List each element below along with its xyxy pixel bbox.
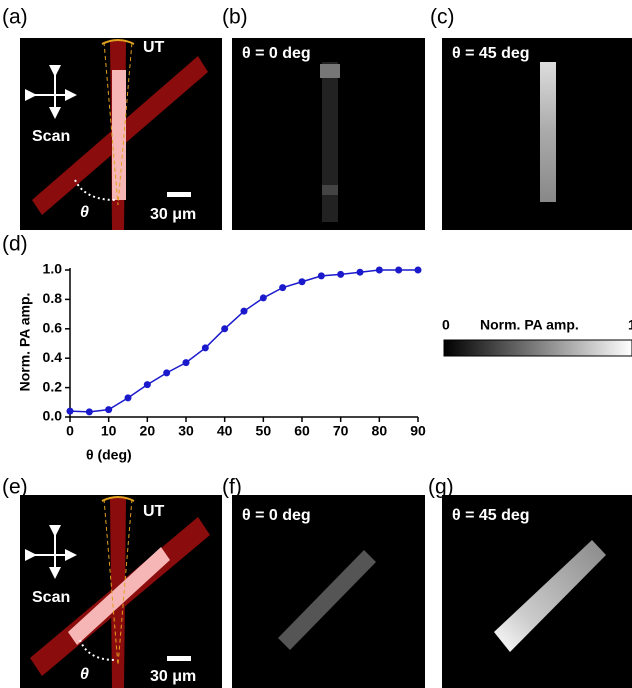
y-tick-label: 0.0 [43, 408, 63, 424]
data-point [240, 307, 248, 315]
data-point [182, 359, 190, 367]
scale-bar [167, 192, 191, 197]
schematic-e: UT Scan θ 30 μm [20, 495, 222, 688]
image-f: θ = 0 deg [232, 495, 425, 688]
rod-end [320, 64, 340, 78]
rod [322, 62, 338, 222]
data-point [124, 394, 132, 402]
y-tick-label: 1.0 [43, 261, 63, 277]
scale-label: 30 μm [150, 206, 196, 223]
x-tick-label: 80 [372, 423, 388, 439]
data-point [414, 266, 422, 274]
rod-end [322, 185, 338, 195]
image-title: θ = 0 deg [242, 45, 311, 62]
ut-label: UT [143, 39, 165, 56]
background [442, 495, 632, 688]
rod [540, 62, 556, 202]
image-title: θ = 45 deg [452, 45, 530, 62]
cone [103, 41, 133, 206]
colorbar-min: 0 [442, 317, 450, 333]
data-point [395, 266, 403, 274]
rod [68, 547, 170, 645]
data-point [85, 408, 93, 416]
colorbar-gradient [443, 339, 632, 357]
x-tick-label: 70 [333, 423, 349, 439]
panel-label: (b) [222, 6, 248, 29]
rod [494, 540, 606, 652]
data-point [317, 272, 325, 280]
x-axis-label: θ (deg) [86, 447, 132, 463]
data-point [201, 344, 209, 352]
colorbar: 0 Norm. PA amp. 1 [442, 317, 632, 357]
image-title: θ = 0 deg [242, 507, 311, 524]
image-g: θ = 45 deg [442, 495, 632, 688]
x-tick-label: 30 [178, 423, 194, 439]
y-tick-label: 0.2 [43, 378, 63, 394]
colorbar-title: Norm. PA amp. [480, 317, 579, 333]
x-tick-label: 10 [101, 423, 117, 439]
rod [112, 70, 126, 200]
data-point [221, 325, 229, 333]
data-point [163, 369, 171, 377]
image-b: θ = 0 deg [232, 38, 425, 230]
x-tick-label: 20 [140, 423, 156, 439]
image-c: θ = 45 deg [442, 38, 632, 230]
panel-label: (d) [2, 233, 28, 256]
data-point [298, 278, 306, 286]
x-tick-label: 40 [217, 423, 233, 439]
y-tick-label: 0.8 [43, 290, 63, 306]
scan-arrows [25, 65, 77, 119]
scale-label: 30 μm [150, 668, 196, 685]
transducer [101, 39, 135, 45]
theta-label: θ [80, 204, 89, 221]
data-line [69, 269, 418, 413]
panel-label: (e) [2, 476, 28, 499]
scan-label: Scan [32, 589, 70, 606]
x-tick-label: 50 [256, 423, 272, 439]
panel-label: (c) [430, 6, 455, 29]
data-point [356, 268, 364, 276]
x-tick-label: 60 [294, 423, 310, 439]
rod [278, 550, 376, 650]
panel-label: (a) [2, 6, 28, 29]
scale-bar [167, 656, 191, 661]
data-point [143, 381, 151, 389]
schematic-a: UT Scan θ 30 μm [20, 38, 222, 230]
panel-label: (g) [428, 476, 454, 499]
data-point [66, 407, 74, 415]
y-axis-label: Norm. PA amp. [17, 293, 33, 392]
transducer [101, 496, 135, 502]
data-point [375, 266, 383, 274]
panel-label: (f) [222, 476, 242, 499]
data-point [279, 284, 287, 292]
image-title: θ = 45 deg [452, 507, 530, 524]
scan-label: Scan [32, 128, 70, 145]
background [442, 38, 632, 230]
angle-arc [74, 179, 116, 201]
y-tick-label: 0.6 [43, 320, 63, 336]
y-tick-label: 0.4 [43, 349, 63, 365]
data-point [259, 294, 267, 302]
colorbar-max: 1 [628, 317, 632, 333]
data-point [337, 270, 345, 278]
theta-label: θ [80, 666, 89, 683]
data-point [105, 406, 113, 414]
ut-label: UT [143, 503, 165, 520]
x-tick-label: 0 [66, 423, 74, 439]
x-tick-label: 90 [410, 423, 426, 439]
scan-arrows [25, 525, 77, 579]
